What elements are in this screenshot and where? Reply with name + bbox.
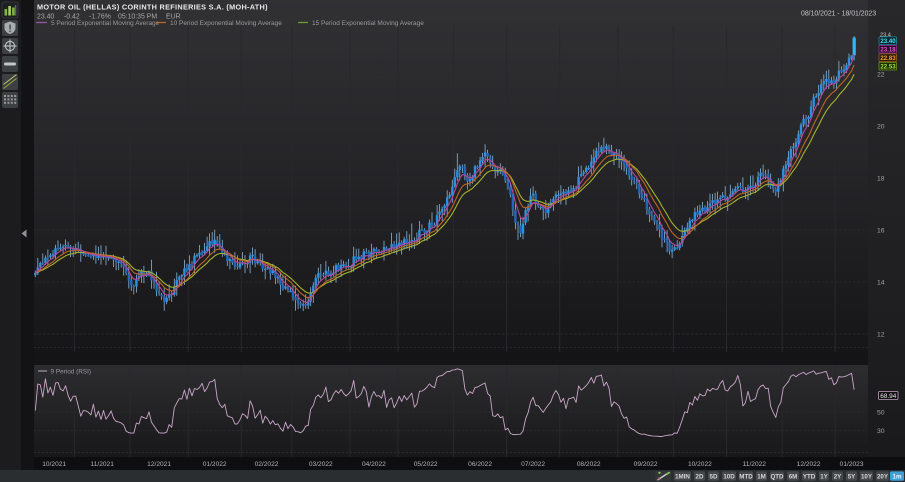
svg-text:12: 12 [877,332,885,339]
svg-text:1Y: 1Y [820,473,828,480]
svg-text:MTD: MTD [739,473,753,480]
svg-text:2Y: 2Y [834,473,842,480]
svg-text:23.4: 23.4 [880,33,891,39]
svg-text:08/2022: 08/2022 [577,461,601,468]
svg-text:10D: 10D [723,473,735,480]
svg-text:50: 50 [877,410,885,417]
svg-text:22.83: 22.83 [880,55,896,62]
svg-text:05/2022: 05/2022 [414,461,438,468]
svg-text:20: 20 [877,124,885,131]
svg-text:07/2022: 07/2022 [521,461,545,468]
svg-text:MOTOR OIL (HELLAS) CORINTH REF: MOTOR OIL (HELLAS) CORINTH REFINERIES S.… [37,3,268,12]
svg-text:23.40: 23.40 [880,38,896,45]
svg-text:1MIN: 1MIN [675,473,690,480]
svg-text:15 Period Exponential Moving A: 15 Period Exponential Moving Average [312,20,424,27]
svg-text:1m: 1m [893,473,902,480]
svg-text:09/2022: 09/2022 [634,461,658,468]
svg-text:6M: 6M [789,473,798,480]
svg-text:03/2022: 03/2022 [309,461,333,468]
svg-text:04/2022: 04/2022 [362,461,386,468]
svg-text:18: 18 [877,176,885,183]
svg-text:22.53: 22.53 [880,63,896,70]
svg-text:10/2022: 10/2022 [688,461,712,468]
svg-text:9 Period (RSI): 9 Period (RSI) [51,369,92,376]
svg-text:23.40: 23.40 [37,14,54,21]
svg-text:30: 30 [877,428,885,435]
svg-text:68.94: 68.94 [880,393,896,400]
svg-text:5Y: 5Y [848,473,856,480]
svg-text:10 Period Exponential Moving A: 10 Period Exponential Moving Average [170,20,282,27]
svg-text:23.18: 23.18 [880,46,896,53]
svg-text:EUR: EUR [166,14,181,21]
svg-text:YTD: YTD [803,473,816,480]
svg-text:11/2021: 11/2021 [91,461,115,468]
svg-text:02/2022: 02/2022 [255,461,279,468]
svg-text:22: 22 [877,72,885,79]
svg-text:08/10/2021 - 18/01/2023: 08/10/2021 - 18/01/2023 [801,11,876,18]
svg-text:01/2022: 01/2022 [203,461,227,468]
svg-text:1M: 1M [757,473,766,480]
svg-text:14: 14 [877,280,885,287]
svg-text:10Y: 10Y [861,473,873,480]
svg-text:5D: 5D [710,473,718,480]
svg-text:16: 16 [877,228,885,235]
svg-text:12/2022: 12/2022 [797,461,821,468]
svg-text:11/2022: 11/2022 [743,461,767,468]
svg-text:20Y: 20Y [877,473,889,480]
svg-text:12/2021: 12/2021 [147,461,171,468]
svg-text:06/2022: 06/2022 [468,461,492,468]
svg-text:2D: 2D [696,473,704,480]
svg-text:-1.76%: -1.76% [89,14,111,21]
svg-text:5 Period Exponential Moving Av: 5 Period Exponential Moving Average [51,20,160,27]
svg-text:QTD: QTD [770,473,784,480]
svg-text:05:10:35 PM: 05:10:35 PM [118,14,157,21]
svg-text:01/2023: 01/2023 [840,461,864,468]
svg-text:-0.42: -0.42 [64,14,80,21]
svg-text:10/2021: 10/2021 [42,461,66,468]
